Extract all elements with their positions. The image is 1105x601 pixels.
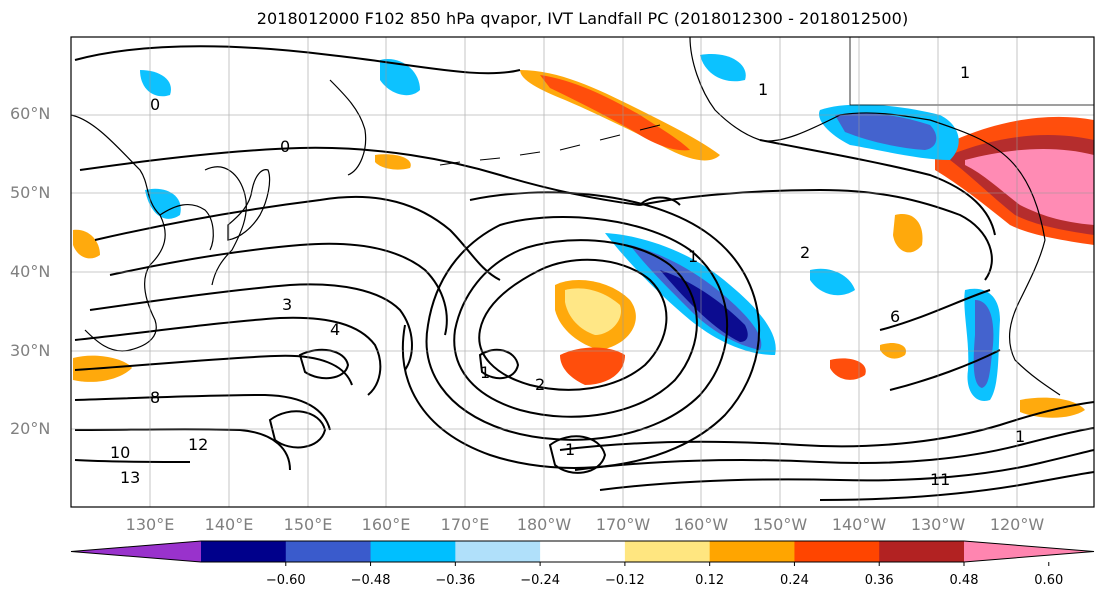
contour-label: 0 [280,137,290,156]
colorbar-segment [624,541,711,562]
contour-label: 1 [960,63,970,82]
colorbar-tick-label: 0.36 [864,573,894,588]
lon-label: 170°E [440,515,490,534]
colorbar-outline [70,540,1095,563]
colorbar-segment [455,541,541,562]
colorbar-tick-label: −0.24 [520,573,561,588]
lon-label: 140°E [204,515,254,534]
lon-label: 130°E [125,515,175,534]
lon-label: 150°E [283,515,333,534]
aleutian-islands [439,124,661,166]
lat-label: 30°N [10,341,51,360]
contour-label: 6 [890,307,900,326]
contour-label: 12 [188,435,208,454]
lon-label: 180°W [516,515,572,534]
contour-label: 2 [535,375,545,394]
lon-label: 170°W [595,515,651,534]
lat-label: 40°N [10,262,51,281]
colorbar-tick-label: −0.60 [265,573,306,588]
colorbar [70,540,1095,566]
map-title: 2018012000 F102 850 hPa qvapor, IVT Land… [256,9,909,28]
colorbar-tick-label: 0.12 [695,573,725,588]
contour-labels: 0 0 1 1 1 1 2 2 3 4 6 8 10 11 12 13 1 1 [110,63,1025,489]
colorbar-tick-label: −0.12 [604,573,645,588]
lon-label: 160°W [673,515,729,534]
lon-label: 150°W [752,515,808,534]
kamchatka-coastline [329,79,367,176]
contour-label: 13 [120,468,140,487]
colorbar-segment [201,541,287,562]
contour-label: 11 [930,470,950,489]
lon-label: 140°W [831,515,887,534]
colorbar-segment [879,541,965,562]
contour-label: 1 [758,80,768,99]
contour-label: 2 [800,243,810,262]
graticule [71,37,1094,507]
lat-label: 60°N [10,104,51,123]
colorbar-extend-high [964,541,1094,562]
colorbar-segment [540,541,626,562]
lon-label: 160°E [361,515,411,534]
north-america-coastline [1009,239,1061,396]
contour-label: 0 [150,95,160,114]
japan-coastline [227,169,271,241]
coastlines [71,37,1094,396]
contour-label: 4 [330,320,340,339]
contour-label: 1 [565,440,575,459]
colorbar-segment [370,541,456,562]
colorbar-tick-label: −0.48 [350,573,391,588]
contour-label: 8 [150,388,160,407]
ivt-contours [74,45,1094,501]
colorbar-tick-label: −0.36 [435,573,476,588]
colorbar-tick-label: 0.24 [779,573,809,588]
alaska-coastline [689,37,1046,241]
contour-label: 1 [688,247,698,266]
colorbar-tick-label: 0.48 [949,573,979,588]
contour-label: 10 [110,443,130,462]
lat-label: 50°N [10,183,51,202]
map-frame [70,36,1095,508]
lon-label: 130°W [910,515,966,534]
lat-label: 20°N [10,419,51,438]
colorbar-segment [285,541,372,562]
contour-label: 1 [480,363,490,382]
colorbar-extend-low [71,541,201,562]
colorbar-tick-label: 0.60 [1034,573,1064,588]
colorbar-segment [709,541,795,562]
contour-label: 1 [1015,427,1025,446]
contour-label: 3 [282,295,292,314]
lon-label: 120°W [989,515,1045,534]
colorbar-segment [794,541,880,562]
